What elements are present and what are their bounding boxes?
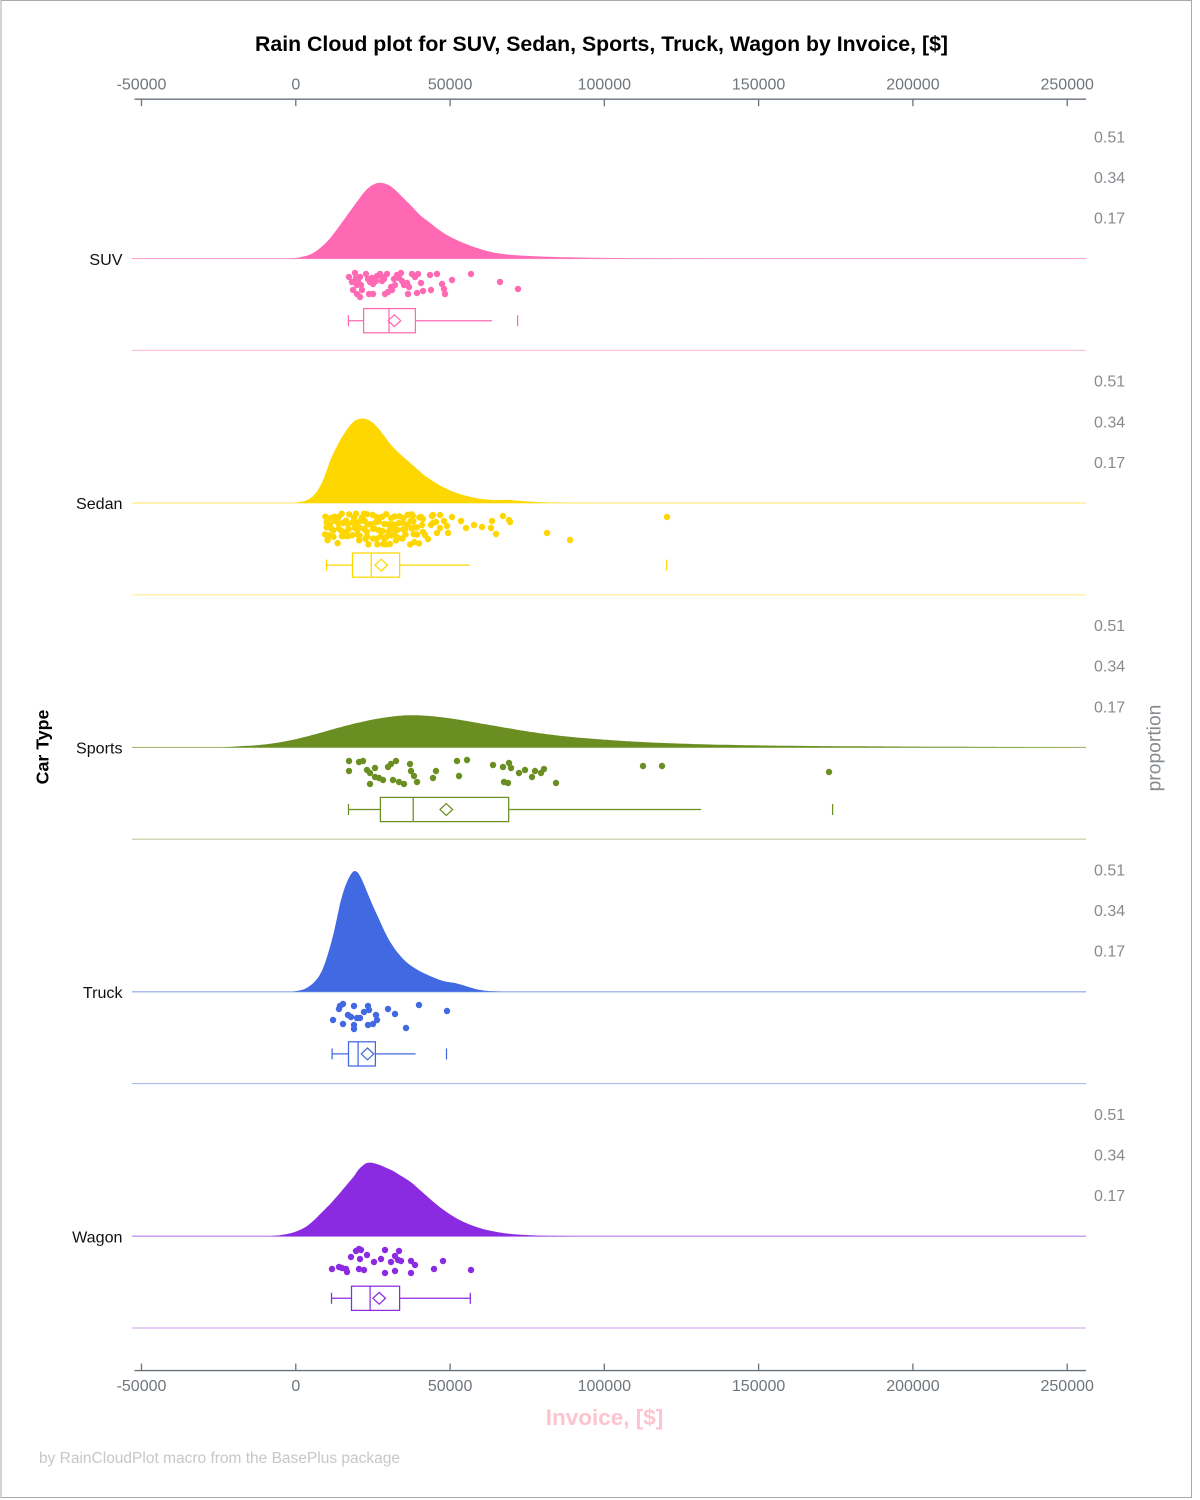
- svg-text:0.51: 0.51: [1094, 129, 1125, 146]
- svg-text:0.34: 0.34: [1094, 170, 1125, 187]
- svg-text:by RainCloudPlot macro from th: by RainCloudPlot macro from the BasePlus…: [39, 1450, 400, 1467]
- svg-text:100000: 100000: [578, 77, 631, 94]
- svg-text:0: 0: [291, 1378, 300, 1395]
- svg-text:Invoice, [$]: Invoice, [$]: [546, 1405, 664, 1430]
- svg-text:50000: 50000: [428, 1378, 473, 1395]
- svg-text:0.34: 0.34: [1094, 903, 1125, 920]
- svg-text:150000: 150000: [732, 77, 785, 94]
- svg-text:0.17: 0.17: [1094, 455, 1125, 472]
- svg-text:0.34: 0.34: [1094, 1148, 1125, 1165]
- svg-text:0.17: 0.17: [1094, 1188, 1125, 1205]
- svg-text:0.34: 0.34: [1094, 414, 1125, 431]
- svg-text:0.51: 0.51: [1094, 618, 1125, 635]
- svg-text:0.51: 0.51: [1094, 374, 1125, 391]
- svg-text:Wagon: Wagon: [72, 1228, 122, 1246]
- svg-text:100000: 100000: [578, 1378, 631, 1395]
- svg-text:0.17: 0.17: [1094, 211, 1125, 228]
- svg-text:Truck: Truck: [83, 984, 124, 1002]
- svg-text:SUV: SUV: [89, 251, 122, 269]
- svg-text:Sports: Sports: [76, 740, 123, 758]
- svg-text:0.51: 0.51: [1094, 863, 1125, 880]
- svg-text:-50000: -50000: [117, 1378, 167, 1395]
- svg-text:50000: 50000: [428, 77, 473, 94]
- svg-text:0.34: 0.34: [1094, 659, 1125, 676]
- svg-text:0.51: 0.51: [1094, 1107, 1125, 1124]
- svg-text:250000: 250000: [1041, 1378, 1094, 1395]
- svg-text:proportion: proportion: [1145, 705, 1166, 792]
- svg-text:150000: 150000: [732, 1378, 785, 1395]
- svg-text:-50000: -50000: [117, 77, 167, 94]
- svg-text:Sedan: Sedan: [76, 495, 123, 513]
- svg-text:200000: 200000: [886, 1378, 939, 1395]
- svg-text:0.17: 0.17: [1094, 699, 1125, 716]
- svg-text:200000: 200000: [886, 77, 939, 94]
- svg-text:Rain Cloud plot for SUV, Sedan: Rain Cloud plot for SUV, Sedan, Sports, …: [255, 32, 948, 56]
- svg-text:0: 0: [291, 77, 300, 94]
- svg-text:Car Type: Car Type: [33, 710, 53, 785]
- svg-text:0.17: 0.17: [1094, 944, 1125, 961]
- svg-text:250000: 250000: [1041, 77, 1094, 94]
